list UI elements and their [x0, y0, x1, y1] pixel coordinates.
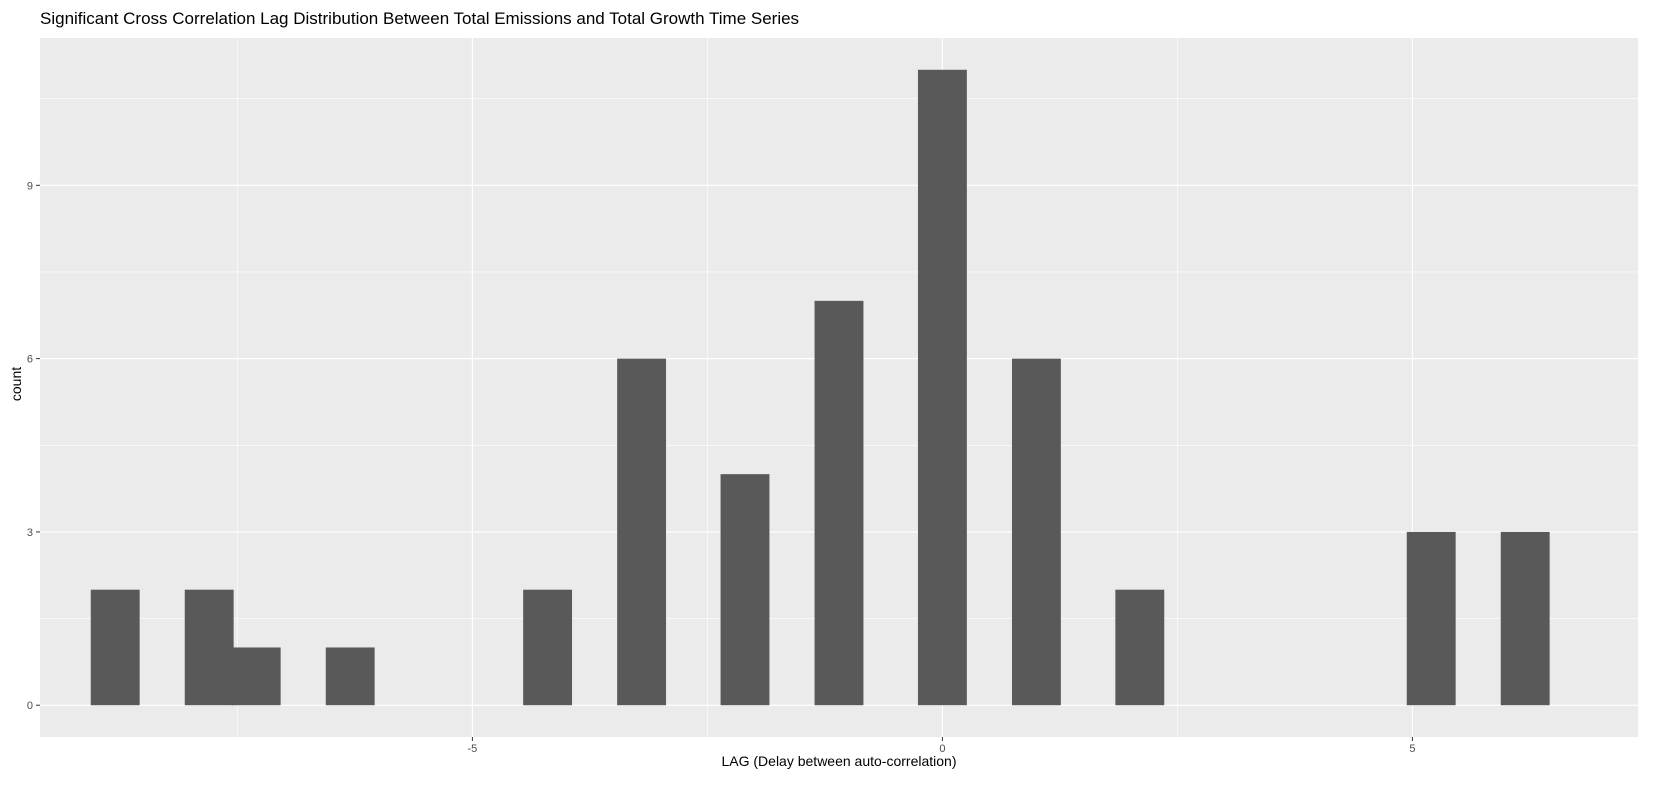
x-tick-label: 0	[939, 743, 945, 755]
y-tick-label: 6	[27, 354, 33, 366]
histogram-bar	[325, 647, 375, 706]
y-tick-label: 0	[27, 700, 33, 712]
x-tick-label: -5	[468, 743, 478, 755]
minor-gridlines	[40, 38, 1638, 737]
y-tick-label: 9	[27, 180, 33, 192]
chart-title: Significant Cross Correlation Lag Distri…	[40, 9, 800, 28]
bars	[90, 69, 1550, 706]
histogram-bar	[184, 589, 234, 706]
x-tick-label: 5	[1409, 743, 1415, 755]
y-tick-label: 3	[27, 527, 33, 539]
histogram-bar	[90, 589, 140, 706]
histogram-bar	[720, 474, 770, 706]
histogram-bar	[231, 647, 281, 706]
histogram-bar	[1011, 358, 1061, 706]
histogram-bar	[1115, 589, 1165, 706]
x-axis: -5 0 5	[468, 737, 1415, 755]
histogram-bar	[617, 358, 667, 706]
histogram-bar	[1500, 531, 1550, 706]
histogram-bar	[917, 69, 967, 706]
histogram-bar	[1406, 531, 1456, 706]
y-axis-title: count	[8, 366, 24, 402]
histogram-bar	[814, 300, 864, 706]
histogram-bar	[523, 589, 573, 706]
y-axis: 0 3 6 9	[27, 180, 40, 712]
x-axis-title: LAG (Delay between auto-correlation)	[721, 753, 957, 769]
